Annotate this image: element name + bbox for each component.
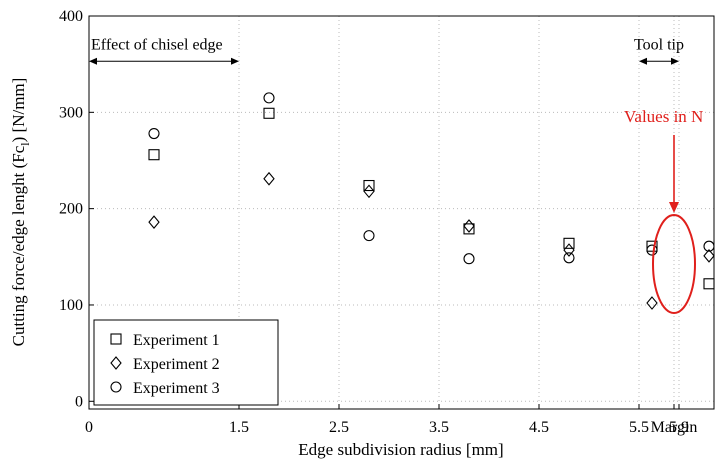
chisel-edge-label: Effect of chisel edge — [91, 36, 223, 53]
y-axis-label: Cutting force/edge lenght (Fcl) [N/mm] — [9, 78, 32, 347]
experiment-1-point — [563, 237, 575, 249]
x-tick-label: 1.5 — [229, 419, 249, 436]
experiment-2-point — [463, 219, 475, 233]
legend-experiment-3-label: Experiment 3 — [133, 380, 220, 397]
x-axis-label: Edge subdivision radius [mm] — [298, 440, 503, 459]
chisel-arrow-head-right — [231, 57, 239, 65]
experiment-3-point — [563, 252, 575, 264]
x-tick-label: 3.5 — [429, 419, 449, 436]
experiment-2-point — [263, 171, 275, 186]
y-tick-label: 200 — [59, 201, 83, 218]
experiment-1-point — [463, 223, 475, 235]
experiment-1-point — [363, 179, 375, 192]
y-tick-label: 300 — [59, 104, 83, 121]
chisel-arrow-head-left — [89, 57, 97, 65]
legend-box — [93, 319, 279, 406]
y-axis-label-sub: l — [18, 142, 32, 146]
legend: Experiment 1 Experiment 2 Experiment 3 — [93, 319, 279, 406]
experiment-2-point — [646, 296, 658, 310]
x-tick-label: 5.5 — [629, 419, 649, 436]
experiment-3-point — [148, 127, 160, 140]
experiment-2-point — [148, 215, 160, 229]
y-axis-label-main: Cutting force/edge lenght (Fc — [9, 145, 28, 346]
margin-highlight-ellipse — [652, 214, 696, 314]
experiment-3-point — [646, 244, 658, 256]
y-axis-label-tail: ) [N/mm] — [9, 78, 28, 143]
experiment-3-point — [363, 230, 375, 242]
data-marks — [148, 92, 715, 310]
y-tick-label: 400 — [59, 8, 83, 25]
experiment-2-point — [563, 243, 575, 257]
experiment-1-point — [646, 240, 658, 252]
x-tick-label: 0 — [85, 419, 93, 436]
x-tick-label: 4.5 — [529, 419, 549, 436]
plot-frame — [88, 15, 715, 410]
y-tick-label: 0 — [75, 393, 83, 410]
annotations: Effect of chisel edge Tool tip Values in N — [89, 36, 703, 314]
legend-experiment-2-marker — [110, 356, 122, 370]
legend-experiment-3-marker — [110, 381, 122, 393]
experiment-1-point — [148, 149, 160, 161]
values-in-label: Values in N — [624, 107, 703, 126]
experiment-1-point — [263, 107, 275, 119]
experiment-3-point — [263, 92, 275, 104]
y-tick-label: 100 — [59, 297, 83, 314]
legend-experiment-2-label: Experiment 2 — [133, 356, 220, 373]
x-tick-label: 2.5 — [329, 419, 349, 436]
values-arrow-head — [669, 202, 679, 213]
x-tick-label: Margin — [651, 419, 698, 436]
experiment-2-point — [363, 184, 375, 199]
legend-experiment-1-marker — [110, 333, 122, 345]
experiment-1-point — [703, 278, 715, 290]
experiment-3-point — [703, 240, 715, 252]
tool-tip-arrow-head-left — [639, 57, 647, 65]
tool-tip-label: Tool tip — [634, 36, 684, 53]
experiment-3-point — [463, 253, 475, 265]
x-tick-label: 5.9 — [669, 419, 689, 436]
tool-tip-arrow-head-right — [671, 57, 679, 65]
experiment-2-point — [703, 248, 715, 263]
legend-experiment-1-label: Experiment 1 — [133, 332, 220, 349]
